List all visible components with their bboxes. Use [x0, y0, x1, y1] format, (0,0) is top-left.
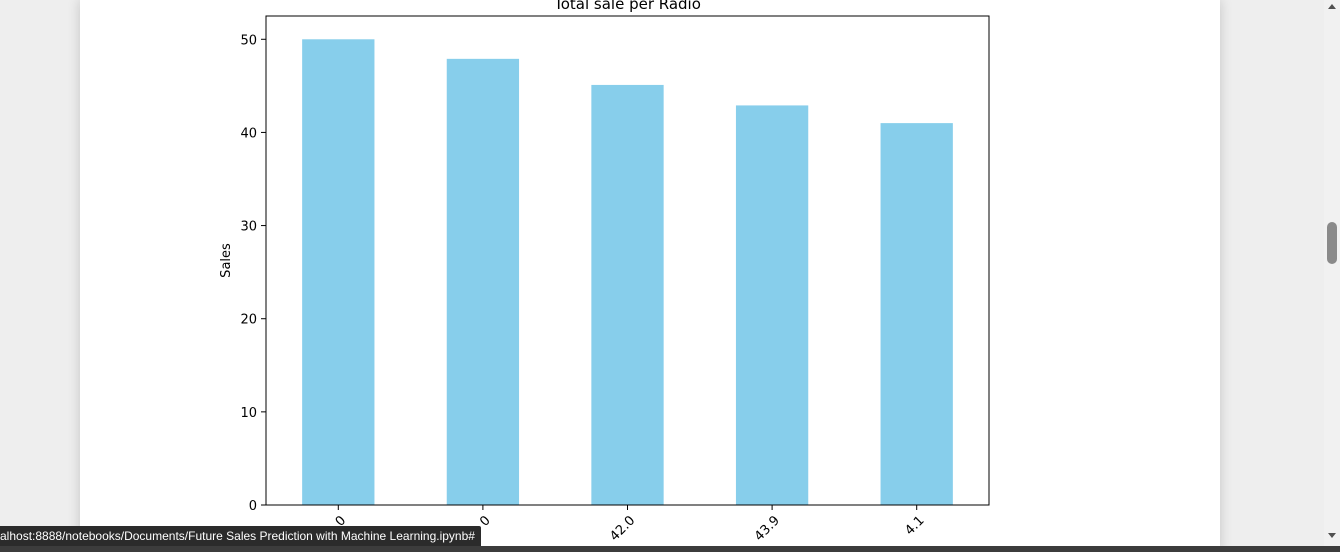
bar	[880, 123, 953, 505]
bar	[302, 39, 375, 506]
x-tick-label: 4.1	[902, 513, 927, 538]
x-tick-label: 43.9	[752, 513, 783, 544]
y-tick-label: 10	[240, 406, 257, 421]
y-tick-label: 50	[240, 33, 257, 48]
scroll-up-arrow-icon[interactable]	[1328, 4, 1336, 9]
scrollbar-thumb[interactable]	[1327, 222, 1337, 264]
y-axis-label: Sales	[219, 243, 234, 278]
y-tick-label: 30	[240, 220, 257, 235]
scroll-down-arrow-icon[interactable]	[1328, 533, 1336, 538]
y-tick-label: 20	[240, 313, 257, 328]
status-bar-url: alhost:8888/notebooks/Documents/Future S…	[0, 526, 481, 546]
vertical-scrollbar[interactable]	[1324, 0, 1340, 552]
chart-title: Total sale per Radio	[553, 0, 701, 13]
bar	[446, 58, 520, 506]
y-tick-label: 40	[240, 126, 257, 141]
bar	[591, 84, 664, 505]
x-tick-label: 42.0	[607, 513, 638, 544]
y-tick-label: 0	[249, 499, 257, 514]
bar	[735, 105, 809, 505]
window-bottom-edge	[0, 546, 1340, 552]
